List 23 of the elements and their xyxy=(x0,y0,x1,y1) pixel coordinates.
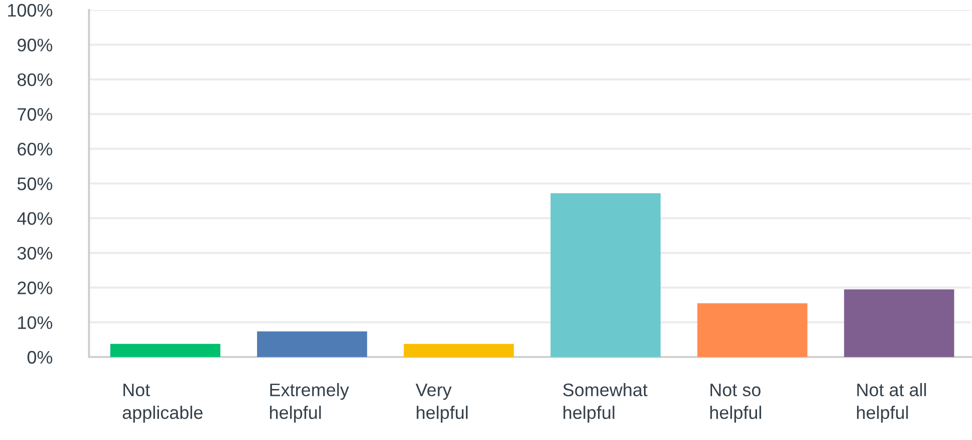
bar xyxy=(404,344,514,357)
x-tick-label: Extremely helpful xyxy=(270,383,350,423)
bar xyxy=(550,193,661,357)
bar xyxy=(257,331,368,357)
y-tick-label: 20% xyxy=(18,282,52,294)
y-tick-label: 80% xyxy=(18,73,52,86)
y-tick-label: 10% xyxy=(18,316,52,330)
y-tick-label: 0% xyxy=(28,350,52,364)
x-tick-label: Not so helpful xyxy=(710,384,762,423)
bar xyxy=(844,289,954,357)
y-tick-label: 100% xyxy=(8,4,52,17)
y-tick-label: 50% xyxy=(17,177,52,190)
bar xyxy=(110,344,220,357)
y-tick-label: 60% xyxy=(18,142,52,156)
x-tick-label: Somewhat helpful xyxy=(563,383,648,423)
x-tick-label: Very helpful xyxy=(416,384,468,423)
y-tick-label: 70% xyxy=(18,108,52,121)
x-tick-label: Not applicable xyxy=(122,384,203,423)
y-tick-label: 40% xyxy=(17,212,52,225)
y-tick-label: 90% xyxy=(18,38,52,52)
bar xyxy=(697,303,808,357)
y-tick-label: 30% xyxy=(17,246,52,260)
x-tick-label: Not at all helpful xyxy=(857,383,926,423)
